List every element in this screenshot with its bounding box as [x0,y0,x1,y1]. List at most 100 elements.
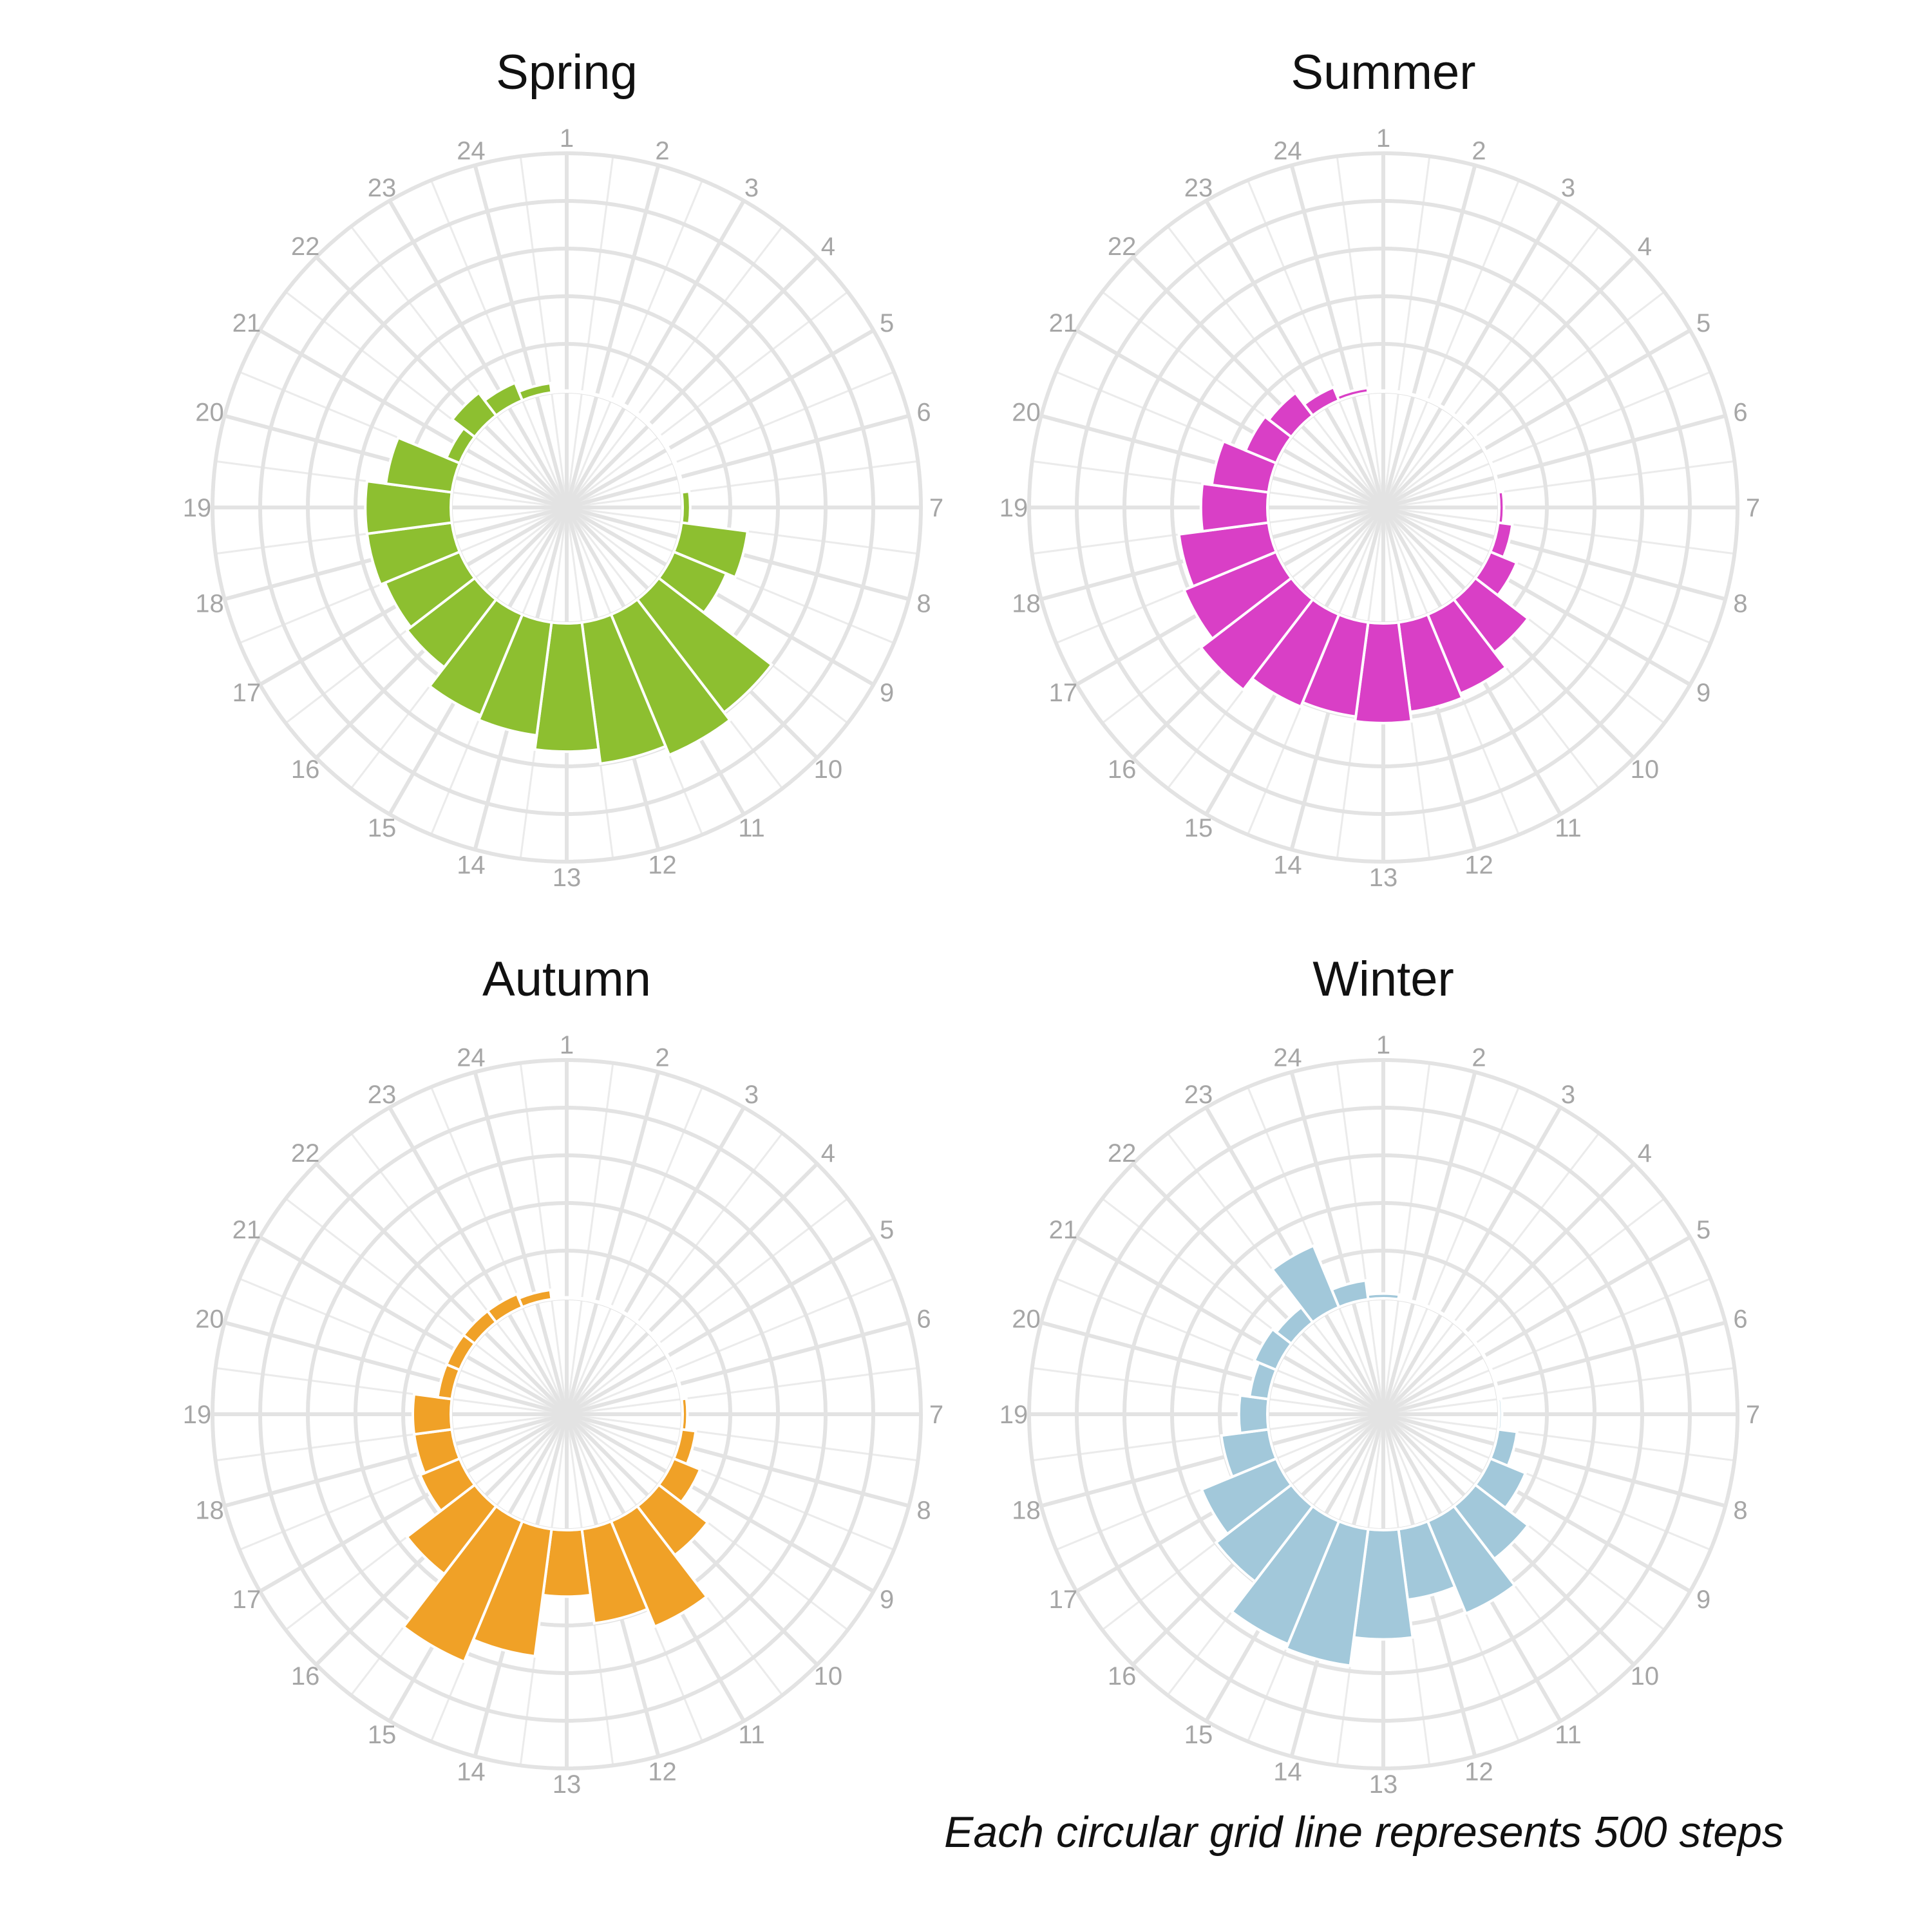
bar-hour-7 [680,489,692,526]
hour-label: 11 [738,1721,765,1749]
hour-label: 8 [916,590,931,618]
hour-label: 12 [1464,851,1493,879]
minor-spoke [350,225,568,508]
hour-label: 8 [916,1497,931,1525]
major-spoke [565,164,661,508]
bar-hour-5 [656,433,677,465]
hour-label: 5 [1696,1216,1710,1244]
major-spoke [565,1106,746,1416]
minor-spoke [215,1367,567,1416]
hour-label: 16 [291,755,320,784]
hour-label: 12 [648,1757,677,1786]
minor-spoke [566,1413,895,1551]
hour-label: 10 [814,755,843,784]
bar-hour-14 [1284,1519,1370,1667]
minor-spoke [239,1278,567,1416]
hour-label: 15 [1184,1721,1213,1749]
hour-label: 18 [195,590,224,618]
hour-label: 19 [999,494,1028,522]
hour-label: 21 [232,309,261,337]
major-spoke [1040,413,1384,509]
bar-hour-20 [384,435,462,494]
bar-hour-24 [516,1288,553,1309]
hour-label: 24 [1273,1044,1302,1072]
minor-spoke [565,225,784,508]
major-spoke [1040,1320,1384,1416]
hour-label: 23 [368,174,397,202]
panel-title: Winter [1312,952,1454,1007]
minor-spoke [430,1086,568,1415]
major-spoke [1382,1235,1691,1416]
hour-label: 24 [457,1044,486,1072]
hour-label: 20 [195,398,224,426]
grid-circle [258,199,875,816]
hour-label: 19 [183,1401,212,1429]
bar-hour-24 [516,381,553,402]
bar-hour-16 [405,1482,498,1576]
bar-hour-18 [1177,521,1278,589]
bar-hour-1 [550,389,583,394]
minor-spoke [1166,225,1385,508]
minor-spoke [1382,225,1600,508]
hour-label: 17 [232,1586,261,1614]
major-spoke [566,1320,910,1416]
major-spoke [566,413,910,509]
minor-spoke [1383,371,1711,509]
minor-spoke [519,156,568,508]
bar-hour-17 [1182,550,1294,641]
major-spoke [1131,1162,1385,1416]
minor-spoke [1383,506,1735,555]
grid-circle [1122,1153,1644,1675]
minor-spoke [566,1367,918,1416]
minor-spoke [565,180,703,508]
minor-spoke [1382,1132,1600,1415]
hour-label: 23 [368,1081,397,1109]
hour-label: 7 [1746,1401,1760,1429]
bar-hour-7 [680,1397,689,1432]
hour-label: 3 [1561,174,1575,202]
major-spoke [1382,506,1691,687]
hour-label: 20 [1012,398,1041,426]
bar-hour-23 [1270,1244,1341,1325]
hour-label: 16 [1108,755,1137,784]
major-spoke [1383,1320,1727,1416]
major-spoke [314,1162,569,1416]
hour-label: 15 [368,1721,397,1749]
major-spoke [1383,1412,1727,1508]
hour-label: 2 [1472,137,1486,166]
hour-label: 8 [1733,1497,1747,1525]
minor-spoke [1383,1413,1735,1462]
hour-label: 3 [1561,1081,1575,1109]
hour-label: 18 [195,1497,224,1525]
minor-spoke [566,290,849,509]
hour-label: 13 [553,1770,582,1799]
major-spoke [1381,1162,1636,1416]
major-spoke [1204,200,1385,509]
major-spoke [473,1071,569,1415]
minor-spoke [566,460,918,509]
major-spoke [1289,1071,1385,1415]
minor-spoke [566,1197,849,1416]
minor-spoke [1247,180,1385,508]
bar-hour-11 [1426,1504,1517,1615]
minor-spoke [566,371,895,509]
hour-label: 14 [457,851,486,879]
minor-spoke [1101,1197,1384,1416]
hour-label: 23 [1184,174,1213,202]
bar-hour-5 [1473,1341,1493,1372]
bar-hour-5 [1473,434,1493,465]
hour-label: 19 [999,1401,1028,1429]
hour-label: 9 [1696,1586,1710,1614]
major-spoke [565,506,875,687]
bar-hour-3 [609,397,641,417]
minor-spoke [565,1063,614,1415]
major-spoke [1381,1106,1562,1416]
bar-hour-12 [580,1519,649,1625]
minor-spoke [1336,1063,1385,1415]
hour-label: 12 [1464,1757,1493,1786]
bar-hour-3 [1426,1304,1457,1325]
hour-label: 14 [1273,851,1302,879]
bar-hour-1 [1367,389,1400,394]
